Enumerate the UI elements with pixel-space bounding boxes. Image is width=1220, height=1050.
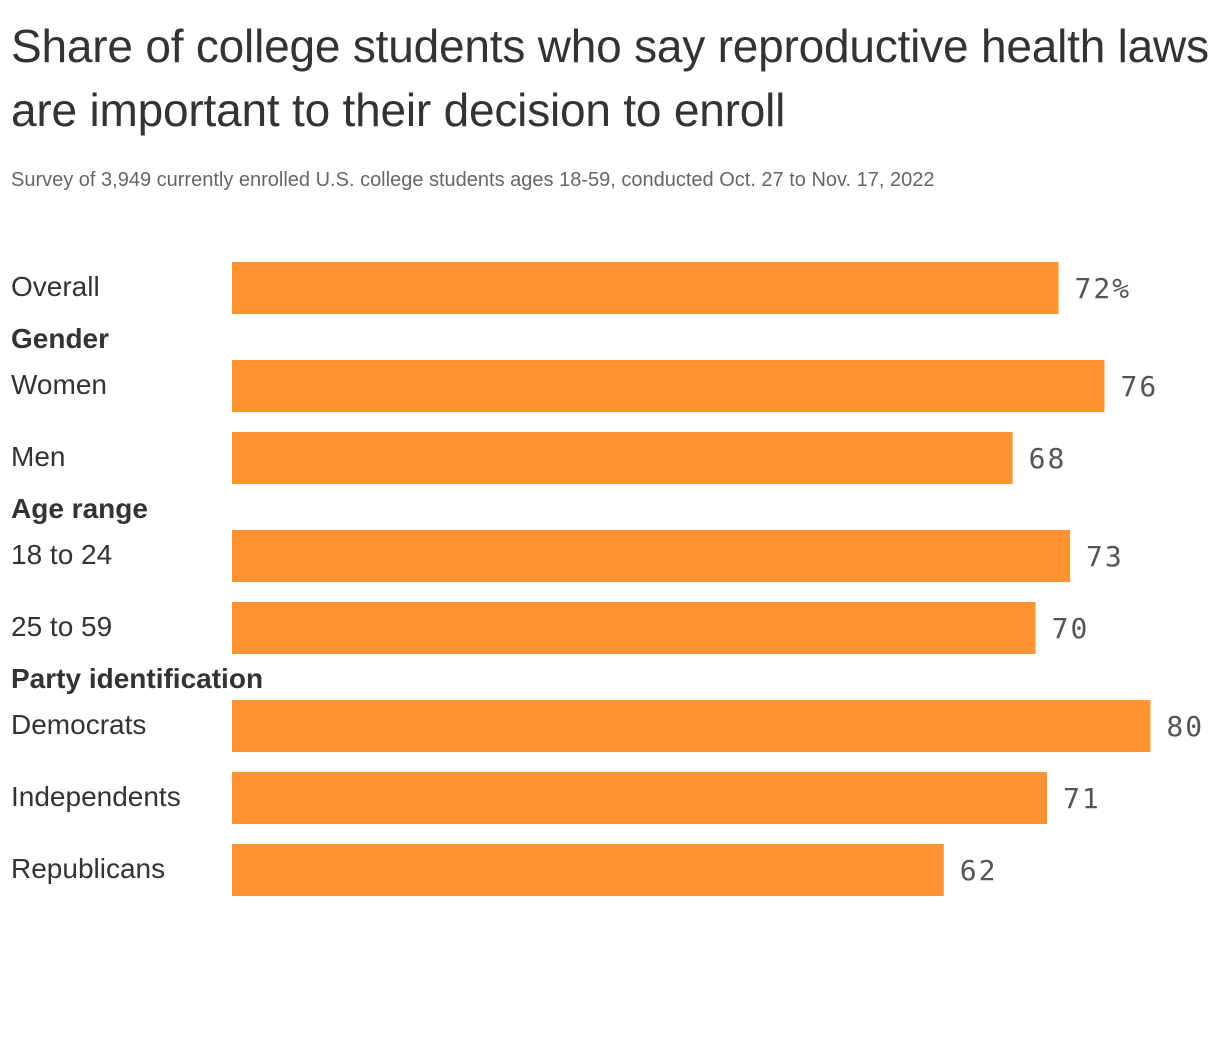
chart-title: Share of college students who say reprod… (11, 20, 1209, 136)
chart-subtitle: Survey of 3,949 currently enrolled U.S. … (11, 169, 935, 191)
bar (232, 602, 1036, 654)
bar (232, 360, 1105, 412)
category-label: 25 to 59 (11, 611, 112, 642)
category-label: Democrats (11, 709, 146, 740)
category-label: Independents (11, 781, 181, 812)
category-label: Republicans (11, 853, 165, 884)
data-label: 73 (1086, 540, 1124, 573)
bar (232, 530, 1071, 582)
bar (232, 844, 944, 896)
group-label: Party identification (11, 663, 263, 694)
bar (232, 700, 1151, 752)
bar (232, 432, 1013, 484)
bar (232, 262, 1059, 314)
category-label: 18 to 24 (11, 539, 112, 570)
data-label: 72% (1075, 272, 1132, 305)
data-label: 76 (1120, 370, 1158, 403)
data-label: 80 (1166, 710, 1204, 743)
group-label: Age range (11, 493, 148, 524)
category-label: Men (11, 441, 65, 472)
category-label: Women (11, 369, 107, 400)
data-label: 62 (960, 854, 998, 887)
data-label: 70 (1052, 612, 1090, 645)
data-label: 68 (1029, 442, 1067, 475)
bar (232, 772, 1048, 824)
group-label: Gender (11, 323, 109, 354)
category-label: Overall (11, 271, 100, 302)
data-label: 71 (1063, 782, 1101, 815)
